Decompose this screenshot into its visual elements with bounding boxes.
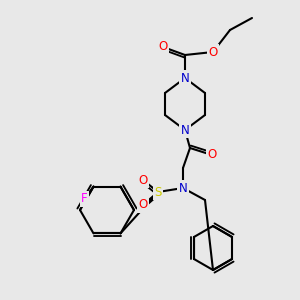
Text: O: O	[207, 148, 217, 161]
Text: O: O	[138, 199, 148, 212]
Text: N: N	[181, 124, 189, 136]
Text: F: F	[81, 192, 88, 205]
Text: O: O	[208, 46, 217, 59]
Text: N: N	[181, 71, 189, 85]
Text: O: O	[158, 40, 168, 53]
Text: N: N	[178, 182, 188, 194]
Text: O: O	[138, 173, 148, 187]
Text: S: S	[154, 185, 162, 199]
